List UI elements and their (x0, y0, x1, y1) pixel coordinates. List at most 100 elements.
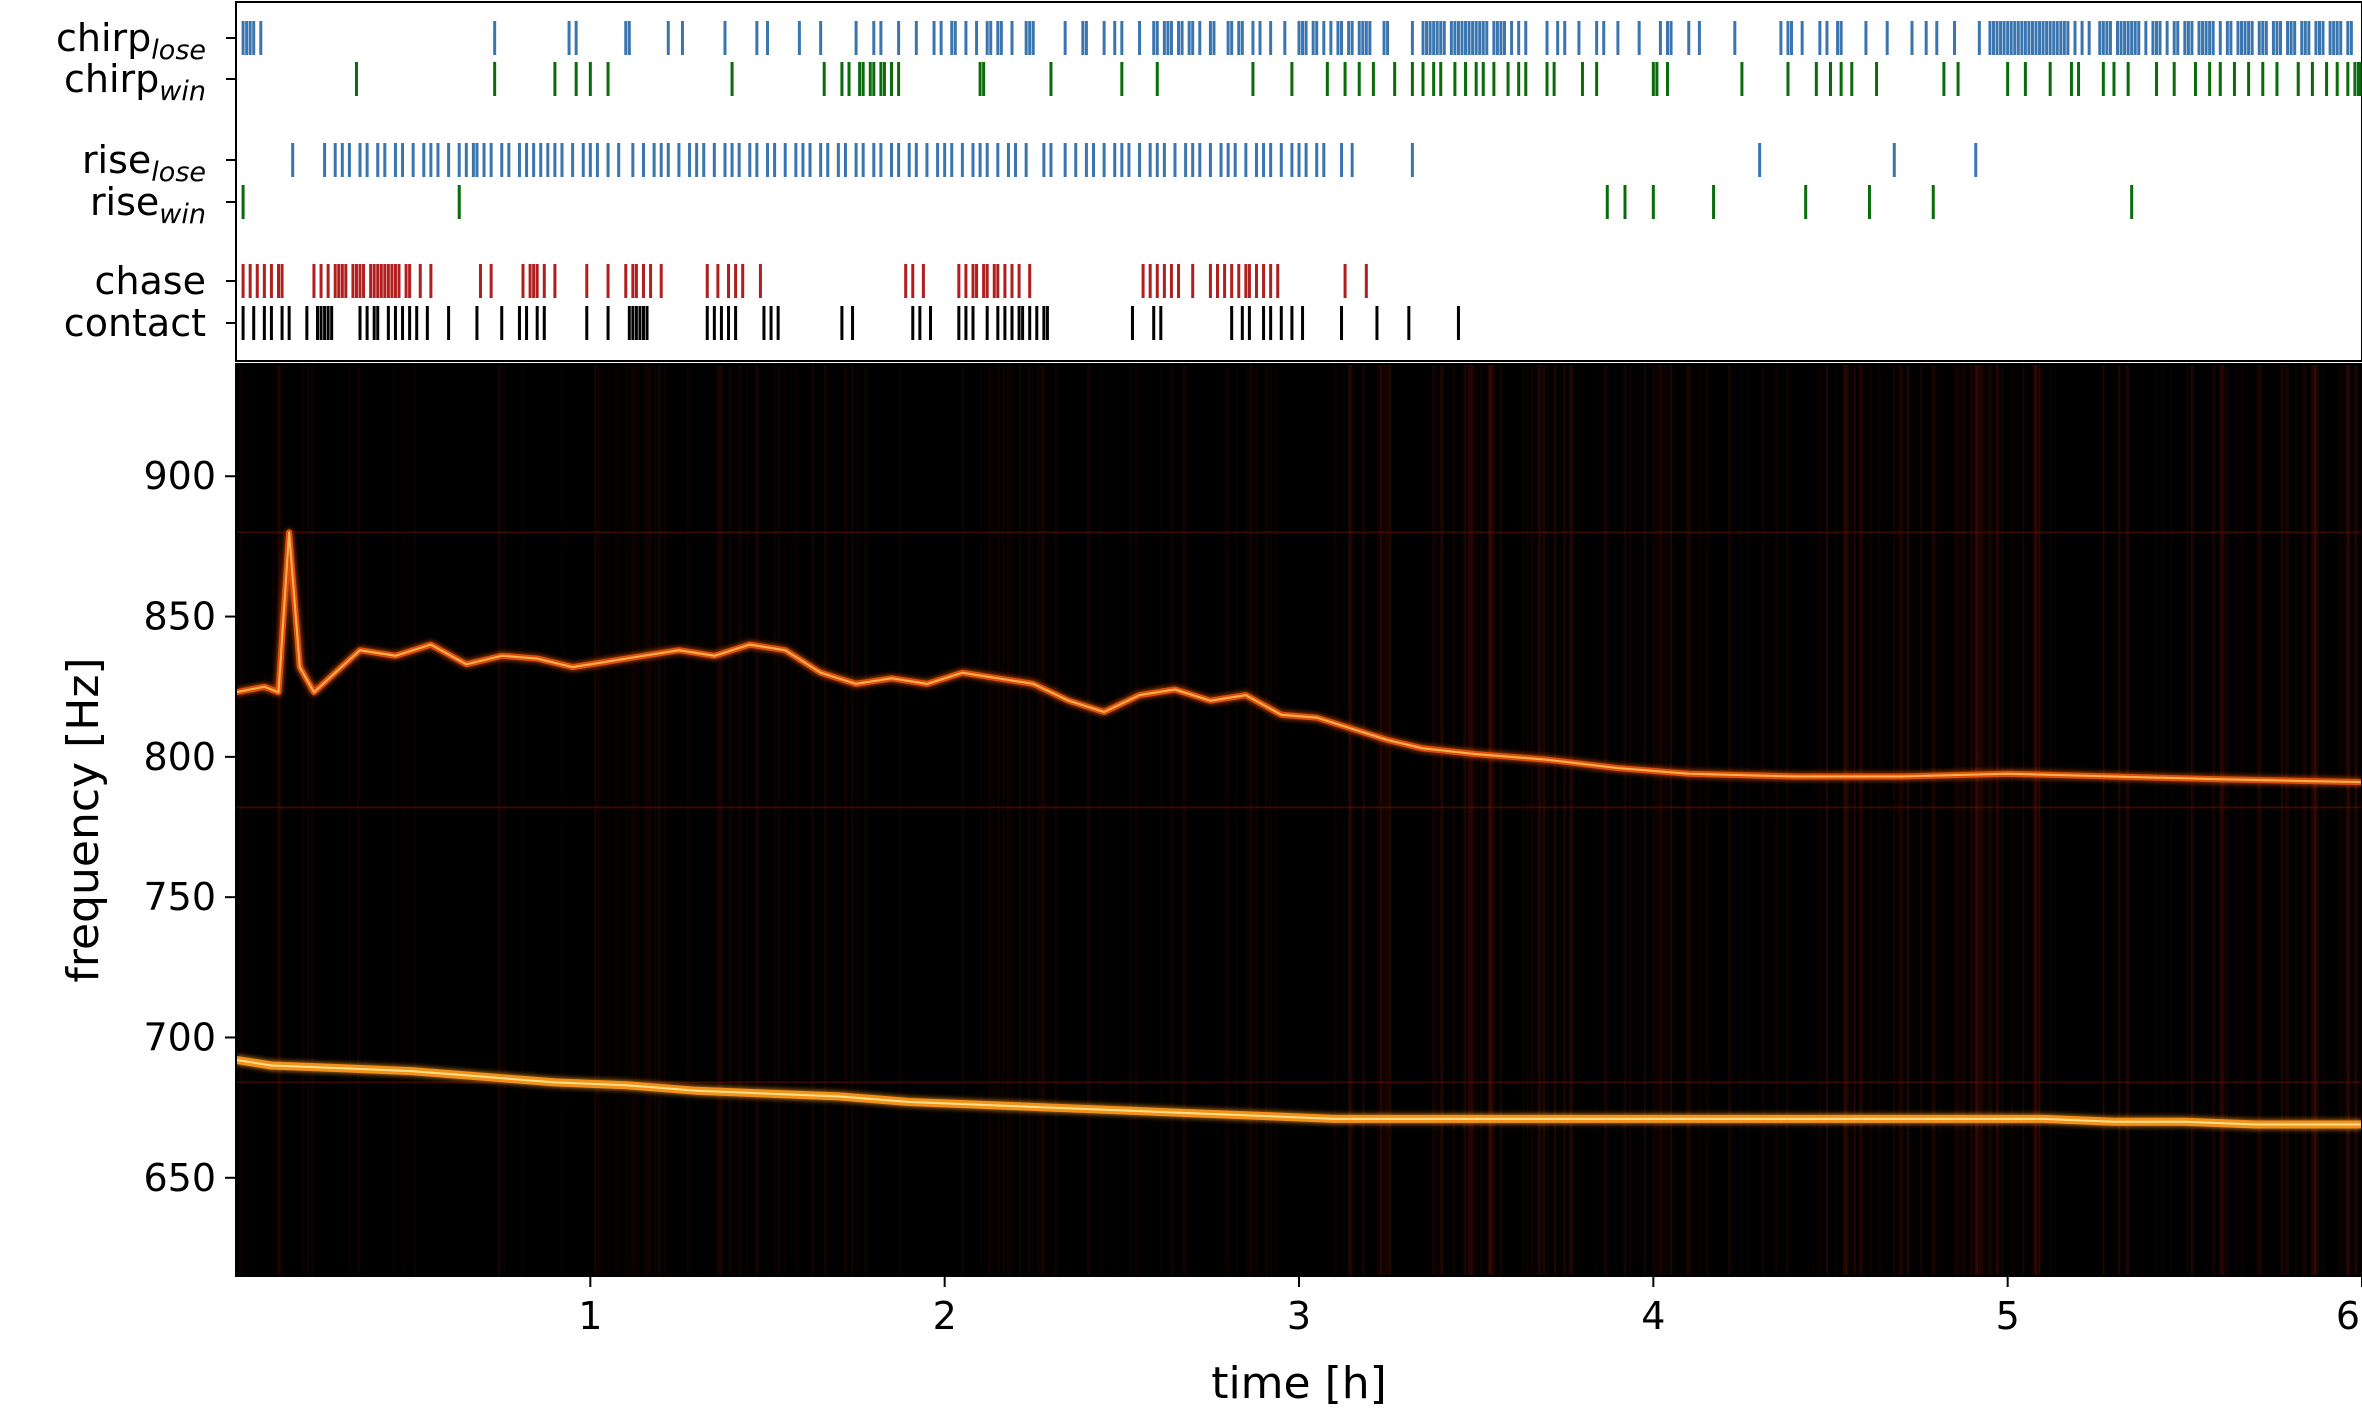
noise-stripe (1988, 364, 1992, 1276)
raster-row-label: chirplose (56, 16, 206, 66)
noise-stripe (271, 364, 275, 1276)
noise-stripe (1848, 364, 1853, 1276)
noise-stripe (996, 364, 1001, 1276)
noise-stripe (2359, 364, 2361, 1276)
x-tick-label: 4 (1641, 1294, 1665, 1338)
noise-stripe (1853, 364, 1856, 1276)
noise-stripe (392, 364, 395, 1276)
noise-stripe (637, 364, 640, 1276)
noise-stripe (1274, 364, 1279, 1276)
noise-stripe (364, 364, 367, 1276)
noise-stripe (2286, 364, 2289, 1276)
noise-stripe (1980, 364, 1983, 1276)
y-tick-label: 850 (143, 595, 216, 639)
y-tick-label: 700 (143, 1015, 216, 1059)
noise-stripe (1938, 364, 1941, 1276)
noise-stripe (1655, 364, 1659, 1276)
spectrogram-background (236, 364, 2362, 1276)
noise-stripe (2125, 364, 2130, 1276)
noise-stripe (1786, 364, 1788, 1276)
noise-stripe (2034, 364, 2036, 1276)
noise-stripe (646, 364, 648, 1276)
y-axis-ticks: 650 700 750 800 850 900 (143, 454, 236, 1200)
x-tick-label: 6 (2336, 1294, 2360, 1338)
noise-stripe (1536, 364, 1541, 1276)
noise-stripe (2118, 364, 2121, 1276)
noise-stripe (2340, 364, 2343, 1276)
noise-stripe (1453, 364, 1455, 1276)
noise-stripe (357, 364, 360, 1276)
noise-stripe (1764, 364, 1767, 1276)
noise-stripe (898, 364, 902, 1276)
noise-stripe (2285, 364, 2287, 1276)
noise-stripe (1835, 364, 1837, 1276)
noise-stripe (604, 364, 608, 1276)
noise-stripe (2054, 364, 2056, 1276)
noise-stripe (2304, 364, 2307, 1276)
noise-stripe (1697, 364, 1701, 1276)
noise-stripe (1705, 364, 1709, 1276)
spectrogram-noise (236, 364, 2362, 1276)
noise-stripe (1920, 364, 1923, 1276)
noise-stripe (1245, 364, 1249, 1276)
noise-stripe (1974, 364, 1978, 1276)
noise-stripe (1027, 364, 1031, 1276)
raster-row-label-main: rise (82, 138, 151, 182)
noise-stripe (1653, 364, 1655, 1276)
noise-stripe (2220, 364, 2223, 1276)
noise-stripe (2314, 364, 2319, 1276)
noise-stripe (1775, 364, 1778, 1276)
noise-stripe (2049, 364, 2052, 1276)
noise-stripe (686, 364, 689, 1276)
noise-stripe (1547, 364, 1549, 1276)
spectrogram-panel: 1 2 3 4 5 6 650 700 750 800 850 900 time [h] frequ… (58, 363, 2362, 1409)
noise-stripe (631, 364, 634, 1276)
noise-stripe (1489, 364, 1494, 1276)
raster-row-label: chirpwin (64, 57, 206, 107)
noise-stripe (1475, 364, 1479, 1276)
noise-stripe (823, 364, 827, 1276)
raster-row-label: riselose (82, 138, 206, 188)
noise-stripe (1530, 364, 1534, 1276)
noise-stripe (1603, 364, 1608, 1276)
noise-stripe (773, 364, 777, 1276)
noise-stripe (1563, 364, 1567, 1276)
noise-stripe (1533, 364, 1536, 1276)
noise-stripe (2022, 364, 2025, 1276)
noise-stripe (1491, 364, 1495, 1276)
noise-stripe (1433, 364, 1438, 1276)
noise-stripe (1234, 364, 1239, 1276)
noise-stripe (1669, 364, 1672, 1276)
noise-stripe (1129, 364, 1132, 1276)
noise-stripe (1031, 364, 1034, 1276)
noise-stripe (2314, 364, 2317, 1276)
noise-stripe (1963, 364, 1966, 1276)
noise-stripe (1268, 364, 1272, 1276)
noise-stripe (1539, 364, 1542, 1276)
noise-stripe (1569, 364, 1574, 1276)
noise-stripe (1041, 364, 1044, 1276)
noise-stripe (1527, 364, 1529, 1276)
noise-stripe (1985, 364, 1988, 1276)
noise-stripe (634, 364, 637, 1276)
noise-stripe (1471, 364, 1473, 1276)
noise-stripe (2038, 364, 2041, 1276)
noise-stripe (844, 364, 847, 1276)
y-tick-label: 650 (143, 1156, 216, 1200)
noise-stripe (796, 364, 798, 1276)
noise-stripe (1333, 364, 1337, 1276)
noise-stripe (728, 364, 733, 1276)
noise-stripe (1956, 364, 1960, 1276)
noise-stripe (2034, 364, 2037, 1276)
raster-frame (235, 1, 2362, 362)
noise-stripe (1053, 364, 1057, 1276)
noise-stripe (864, 364, 867, 1276)
noise-stripe (1995, 364, 2000, 1276)
frequency-trace-core (236, 531, 2362, 784)
noise-stripe (1761, 364, 1764, 1276)
noise-stripe (663, 364, 666, 1276)
event-raster-panel: chirplosechirpwinriseloserisewinchasecon… (56, 1, 2362, 362)
noise-stripe (276, 364, 280, 1276)
raster-row-label: contact (64, 301, 206, 345)
noise-stripe (2294, 364, 2298, 1276)
